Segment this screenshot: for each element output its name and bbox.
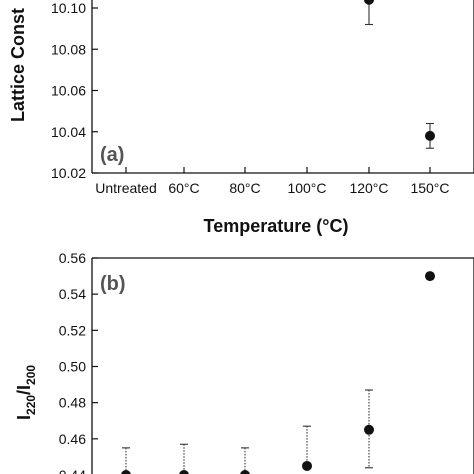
x-tick-label: 80°C (229, 180, 260, 196)
panel-a-x-ticks: Untreated 60°C 80°C 100°C 120°C 150°C (95, 167, 450, 196)
ylabel-sep: /I (14, 385, 34, 395)
y-tick-label: 10.02 (51, 165, 86, 181)
data-point-150C (425, 271, 435, 282)
ylabel-sub-220: 220 (24, 395, 38, 415)
y-tick-label: 10.10 (51, 0, 86, 16)
x-axis-label: Temperature (°C) (204, 216, 349, 236)
data-point-150C (425, 122, 435, 149)
marker (364, 0, 374, 5)
marker (121, 470, 131, 474)
marker (425, 271, 435, 282)
marker (302, 460, 312, 471)
panel-b-y-axis-label: I220/I200 (14, 365, 38, 420)
x-tick-label: 150°C (410, 180, 449, 196)
y-tick-label: 10.08 (51, 41, 86, 57)
marker (240, 470, 250, 474)
panel-b: 0.56 0.54 0.52 0.50 0.48 0.46 0.44 (b) I220/I2… (14, 250, 474, 474)
panel-a-points (364, 0, 435, 149)
panel-b-y-ticks: 0.56 0.54 0.52 0.50 0.48 0.46 0.44 (59, 250, 98, 474)
ylabel-sub-200: 200 (24, 365, 38, 385)
panel-a: 10.10 10.08 10.06 10.04 10.02 Untreated 60°C 8… (8, 0, 474, 236)
ylabel-i: I (14, 415, 34, 420)
x-tick-label: 60°C (168, 180, 199, 196)
y-tick-label: 0.54 (59, 286, 86, 302)
panel-a-y-ticks: 10.10 10.08 10.06 10.04 10.02 (51, 0, 98, 181)
y-tick-label: 0.56 (59, 250, 86, 266)
x-tick-label: 120°C (349, 180, 388, 196)
y-tick-label: 10.06 (51, 83, 86, 99)
marker (179, 470, 189, 474)
panel-b-points (121, 271, 435, 474)
panel-b-label: (b) (100, 273, 126, 295)
panel-a-label: (a) (100, 144, 124, 166)
marker (364, 424, 374, 435)
y-tick-label: 10.04 (51, 124, 86, 140)
x-tick-label: Untreated (95, 180, 156, 196)
panel-b-frame (91, 257, 474, 474)
y-tick-label: 0.44 (59, 467, 86, 474)
y-tick-label: 0.46 (59, 431, 86, 447)
marker (425, 130, 435, 141)
y-tick-label: 0.50 (59, 359, 86, 375)
y-tick-label: 0.52 (59, 322, 86, 338)
data-point-80C (240, 447, 250, 474)
data-point-120C (364, 0, 374, 26)
panel-a-frame (91, 0, 474, 174)
data-point-60C (179, 443, 189, 474)
data-point-Untreated (121, 447, 131, 474)
data-point-100C (302, 425, 312, 471)
data-point-120C (364, 389, 374, 469)
panel-a-y-axis-label: Lattice Const (8, 8, 28, 122)
y-tick-label: 0.48 (59, 395, 86, 411)
x-tick-label: 100°C (287, 180, 326, 196)
